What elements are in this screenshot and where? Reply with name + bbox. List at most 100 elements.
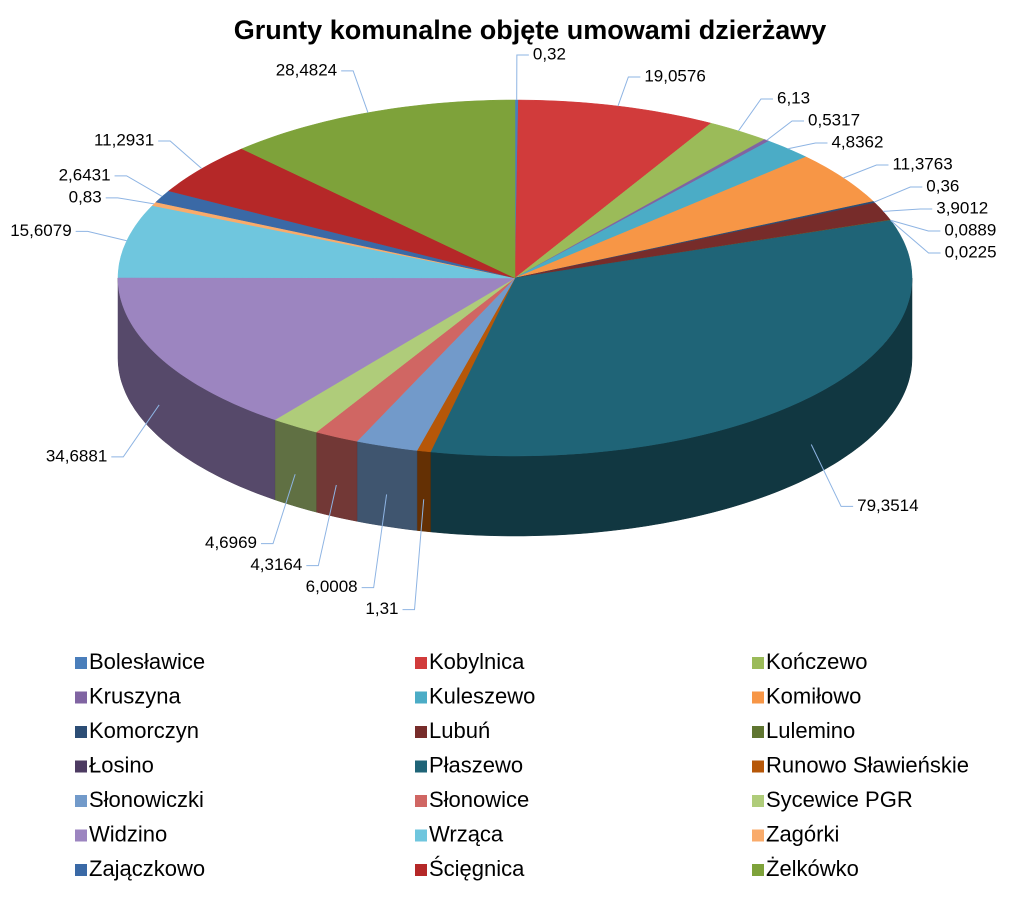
- data-label: 4,6969: [205, 533, 257, 552]
- data-label: 79,3514: [857, 496, 918, 515]
- data-label: 0,83: [69, 187, 102, 206]
- legend-label: Komorczyn: [89, 718, 199, 743]
- data-label: 0,5317: [808, 110, 860, 129]
- leader-line: [843, 164, 889, 179]
- data-label: 6,0008: [306, 577, 358, 596]
- leader-line: [873, 186, 923, 203]
- legend-label: Sycewice PGR: [766, 787, 913, 812]
- leader-line: [306, 484, 337, 567]
- slice: [514, 156, 874, 279]
- slice: [117, 205, 516, 279]
- leader-line: [810, 444, 854, 507]
- legend-swatch: [75, 726, 87, 738]
- slice-side: [416, 450, 431, 533]
- legend-label: Zagórki: [766, 821, 839, 846]
- legend-swatch: [75, 657, 87, 669]
- slice: [514, 122, 766, 279]
- legend-swatch: [752, 795, 764, 807]
- data-label: 0,0225: [945, 242, 997, 261]
- legend-label: Lubuń: [429, 718, 490, 743]
- legend-swatch: [415, 691, 427, 704]
- legend-label: Zajączkowo: [89, 856, 205, 881]
- data-label: 4,3164: [250, 555, 302, 574]
- data-label: 3,9012: [936, 198, 988, 217]
- leader-line: [111, 404, 160, 458]
- legend-label: Żelkówko: [766, 856, 859, 881]
- legend-label: Słonowiczki: [89, 787, 204, 812]
- legend-swatch: [752, 691, 764, 704]
- legend-label: Runowo Sławieńskie: [766, 752, 969, 777]
- slice: [117, 277, 516, 421]
- legend-label: Ścięgnica: [429, 856, 525, 881]
- leader-line: [890, 220, 941, 254]
- legend-swatch: [415, 726, 427, 738]
- leader-line: [883, 208, 933, 212]
- legend-swatch: [75, 864, 87, 876]
- slice-side: [316, 431, 358, 522]
- leader-line: [617, 76, 641, 107]
- legend-label: Słonowice: [429, 787, 529, 812]
- slice: [315, 277, 516, 442]
- legend-label: Bolesławice: [89, 649, 205, 674]
- data-label: 11,2931: [94, 130, 154, 149]
- legend-label: Lulemino: [766, 718, 855, 743]
- data-label: 1,31: [365, 599, 398, 618]
- data-label: 0,32: [533, 44, 566, 63]
- legend-swatch: [75, 795, 87, 807]
- legend-label: Kruszyna: [89, 683, 181, 708]
- slice: [274, 277, 516, 433]
- leader-line: [402, 499, 425, 611]
- legend-label: Wrząca: [429, 821, 504, 846]
- legend-swatch: [75, 829, 87, 842]
- data-label: 28,4824: [276, 60, 337, 79]
- slice-side: [274, 419, 317, 513]
- data-label: 0,36: [926, 176, 959, 195]
- slice: [168, 148, 516, 279]
- legend-swatch: [752, 760, 764, 773]
- leader-line: [341, 70, 369, 113]
- data-label: 15,6079: [10, 221, 71, 240]
- leader-line: [361, 494, 388, 589]
- leader-line: [766, 120, 805, 141]
- data-label: 4,8362: [831, 132, 883, 151]
- legend-label: Widzino: [89, 821, 167, 846]
- legend-swatch: [75, 691, 87, 704]
- slice-side: [356, 440, 418, 531]
- leader-line: [516, 54, 529, 101]
- legend-label: Kończewo: [766, 649, 868, 674]
- legend-swatch: [415, 829, 427, 842]
- legend-swatch: [415, 864, 427, 876]
- legend-label: Komiłowo: [766, 683, 861, 708]
- legend-swatch: [752, 726, 764, 738]
- leader-line: [738, 98, 773, 132]
- legend-swatch: [752, 864, 764, 876]
- leader-line: [105, 197, 155, 205]
- data-label: 34,6881: [46, 446, 107, 465]
- slice: [356, 277, 516, 451]
- legend-swatch: [752, 829, 764, 842]
- legend-swatch: [752, 657, 764, 669]
- legend-swatch: [415, 760, 427, 773]
- leader-line: [261, 474, 296, 545]
- data-label: 6,13: [777, 88, 810, 107]
- leader-line: [158, 140, 203, 170]
- data-label: 19,0576: [644, 66, 705, 85]
- leader-line: [787, 142, 828, 150]
- slice: [430, 220, 913, 457]
- chart-title: Grunty komunalne objęte umowami dzierżaw…: [234, 15, 827, 45]
- legend-label: Kobylnica: [429, 649, 525, 674]
- slice: [514, 140, 807, 279]
- leader-line: [75, 230, 127, 242]
- leader-line: [890, 219, 941, 232]
- data-label: 11,3763: [892, 154, 952, 173]
- slice: [514, 202, 891, 279]
- legend-label: Kuleszewo: [429, 683, 535, 708]
- data-label: 2,6431: [59, 165, 111, 184]
- legend-swatch: [415, 657, 427, 669]
- legend-label: Płaszewo: [429, 752, 523, 777]
- legend-swatch: [75, 760, 87, 773]
- leader-line: [114, 175, 163, 197]
- legend-label: Łosino: [89, 752, 154, 777]
- slice: [241, 99, 516, 279]
